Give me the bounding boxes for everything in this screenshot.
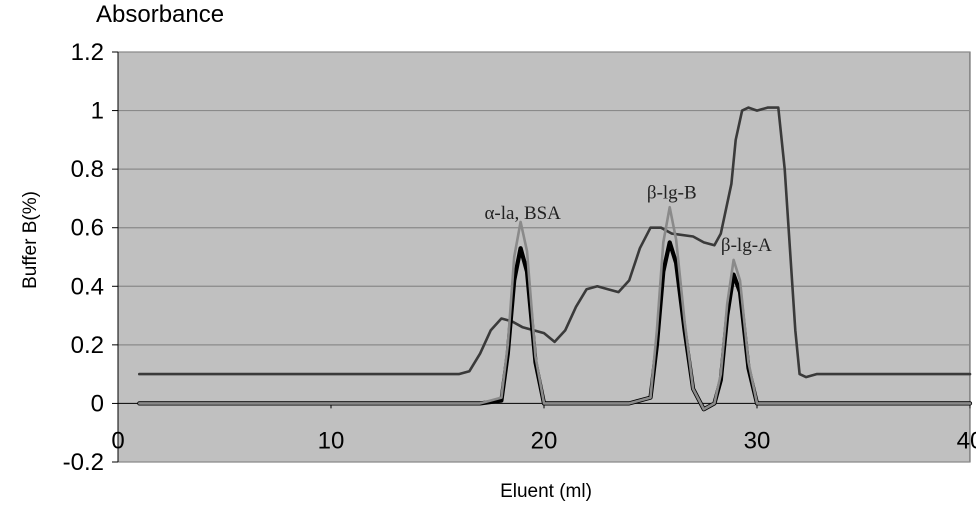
y-tick-label: 0.6 — [71, 215, 104, 242]
x-tick-label: 10 — [318, 427, 345, 454]
y-tick-label: 0.2 — [71, 332, 104, 359]
x-tick-labels: 0 10 20 30 40 — [111, 427, 976, 454]
x-tick-label: 20 — [531, 427, 558, 454]
peak-label: β-lg-B — [647, 182, 697, 203]
series-absorbance-dark — [137, 240, 973, 412]
x-tick-label: 30 — [744, 427, 771, 454]
peak-label: β-lg-A — [721, 235, 772, 256]
peak-label: α-la, BSA — [484, 203, 561, 224]
y-tick-label: 1 — [91, 98, 104, 125]
x-tick-label: 40 — [957, 427, 976, 454]
series-group — [137, 106, 973, 412]
peak-annotations: α-la, BSA β-lg-B β-lg-A — [484, 182, 772, 256]
x-axis-title: Eluent (ml) — [500, 481, 592, 502]
chart-title: Absorbance — [96, 1, 224, 28]
x-tick-label: 0 — [111, 427, 124, 454]
series-buffer-b — [138, 106, 972, 379]
y-tick-label: 1.2 — [71, 39, 104, 66]
y-tick-labels: -0.2 0 0.2 0.4 0.6 0.8 1 1.2 — [63, 39, 104, 476]
y-axis-title: Buffer B(%) — [20, 191, 41, 289]
y-tick-label: -0.2 — [63, 449, 104, 476]
y-tick-label: 0.8 — [71, 156, 104, 183]
y-tick-label: 0.4 — [71, 273, 104, 300]
series-absorbance-light — [138, 205, 972, 411]
y-tick-label: 0 — [91, 390, 104, 417]
